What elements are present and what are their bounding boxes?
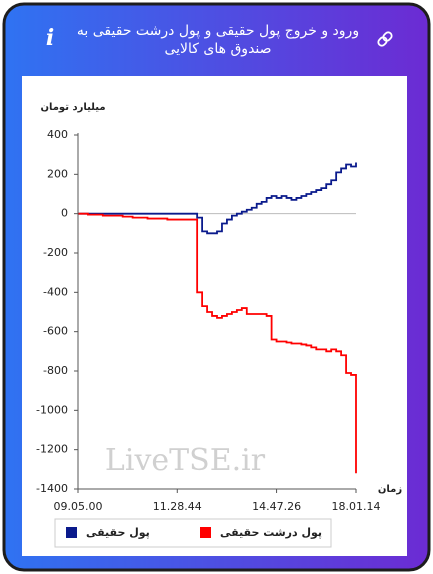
header-title: ورود و خروج پول حقیقی و پول درشت حقیقی ب… <box>76 23 360 57</box>
legend-label: پول حقیقی <box>86 526 150 539</box>
link-icon[interactable] <box>377 31 393 47</box>
y-tick-label: -1200 <box>36 443 68 456</box>
watermark: LiveTSE.ir <box>105 443 266 478</box>
y-tick-label: 0 <box>61 207 68 220</box>
y-tick-label: -1400 <box>36 482 68 495</box>
y-tick-label: -400 <box>43 285 68 298</box>
info-icon[interactable]: i <box>46 25 54 51</box>
y-axis-label: میلیارد تومان <box>40 102 105 113</box>
x-tick-label: 11.28.44 <box>153 500 202 513</box>
x-tick-label: 09.05.00 <box>54 500 103 513</box>
legend-label: پول درشت حقیقی <box>220 526 322 539</box>
y-tick-label: -1000 <box>36 403 68 416</box>
series-line <box>78 212 357 474</box>
y-tick-label: -800 <box>43 364 68 377</box>
x-tick-label: 14.47.26 <box>252 500 301 513</box>
y-tick-label: 200 <box>47 167 68 180</box>
legend-swatch <box>66 527 77 538</box>
header-title-box: ورود و خروج پول حقیقی و پول درشت حقیقی ب… <box>76 23 360 57</box>
x-tick-label: 18.01.14 <box>332 500 381 513</box>
plot: LiveTSE.ir -1400 -1200 -1000 -800 -600 -400 -20… <box>36 102 402 548</box>
legend-box <box>54 518 332 548</box>
y-tick-label: -600 <box>43 325 68 338</box>
series-line <box>78 162 357 235</box>
x-axis-label: زمان <box>378 484 402 495</box>
y-tick-label: 400 <box>47 128 68 141</box>
y-tick-label: -200 <box>43 246 68 259</box>
legend-swatch <box>200 527 211 538</box>
